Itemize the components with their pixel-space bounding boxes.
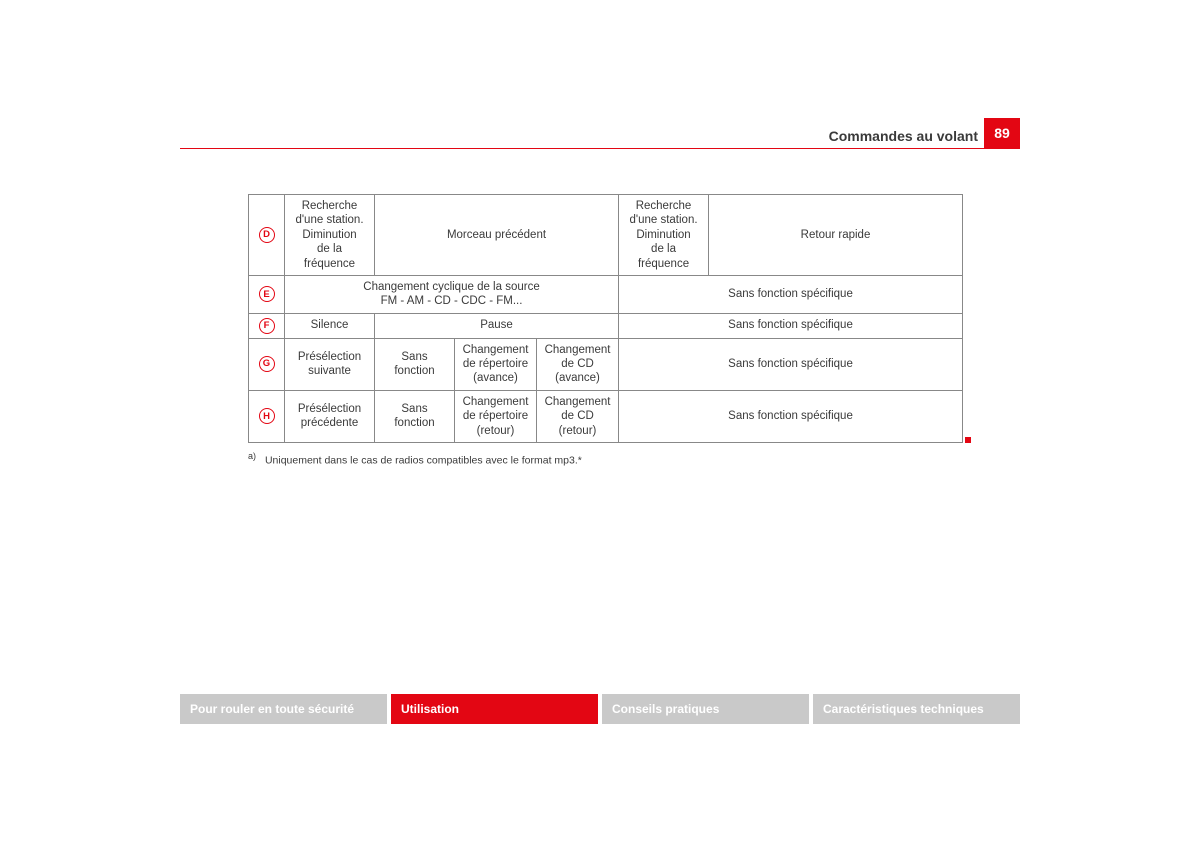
header-divider	[180, 148, 1020, 149]
controls-table: D Recherche d'une station. Diminutionde l…	[248, 194, 963, 443]
footer-tabs: Pour rouler en toute sécuritéUtilisation…	[180, 694, 1020, 724]
table-cell: Présélection précédente	[285, 390, 375, 442]
footer-tab[interactable]: Utilisation	[391, 694, 598, 724]
table-cell: Changement de CD(avance)	[537, 338, 619, 390]
table-cell: Sans fonction spécifique	[619, 390, 963, 442]
table-row: HPrésélection précédenteSans fonctionCha…	[249, 390, 963, 442]
table-cell: Silence	[285, 313, 375, 338]
table-cell: Présélection suivante	[285, 338, 375, 390]
table-cell: Pause	[375, 313, 619, 338]
row-letter-cell: G	[249, 338, 285, 390]
table-cell: Changement de répertoire(avance)	[455, 338, 537, 390]
row-letter-cell: E	[249, 275, 285, 313]
table-cell: Sans fonction spécifique	[619, 313, 963, 338]
table-cell: Sans fonction	[375, 390, 455, 442]
table-cell: Retour rapide	[709, 195, 963, 276]
row-letter-badge: E	[259, 286, 275, 302]
page-number: 89	[984, 118, 1020, 148]
footnote-text: Uniquement dans le cas de radios compati…	[265, 455, 582, 467]
footer-tab[interactable]: Conseils pratiques	[602, 694, 809, 724]
table-cell: Morceau précédent	[375, 195, 619, 276]
row-letter-cell: H	[249, 390, 285, 442]
table-cell: Changement de répertoire(retour)	[455, 390, 537, 442]
controls-table-wrapper: D Recherche d'une station. Diminutionde l…	[248, 194, 960, 443]
row-letter-badge: H	[259, 408, 275, 424]
footnote: a) Uniquement dans le cas de radios comp…	[248, 451, 582, 467]
row-letter-badge: F	[259, 318, 275, 334]
row-letter-badge: D	[259, 227, 275, 243]
table-cell: Sans fonction	[375, 338, 455, 390]
table-cell: Sans fonction spécifique	[619, 338, 963, 390]
table-cell: Sans fonction spécifique	[619, 275, 963, 313]
table-row: E Changement cyclique de la sourceFM - AM…	[249, 275, 963, 313]
table-cell: Changement cyclique de la sourceFM - AM …	[285, 275, 619, 313]
section-title: Commandes au volant	[829, 128, 978, 144]
footnote-marker: a)	[248, 451, 256, 461]
row-letter-cell: D	[249, 195, 285, 276]
table-cell: Changement de CD(retour)	[537, 390, 619, 442]
footer-tab[interactable]: Caractéristiques techniques	[813, 694, 1020, 724]
table-cell: Recherche d'une station. Diminutionde la…	[285, 195, 375, 276]
table-row: F SilencePauseSans fonction spécifique	[249, 313, 963, 338]
row-letter-badge: G	[259, 356, 275, 372]
end-marker-icon	[965, 437, 971, 443]
row-letter-cell: F	[249, 313, 285, 338]
footer-tab[interactable]: Pour rouler en toute sécurité	[180, 694, 387, 724]
table-row: GPrésélection suivanteSans fonctionChang…	[249, 338, 963, 390]
table-cell: Recherche d'une station. Diminutionde la…	[619, 195, 709, 276]
table-row: D Recherche d'une station. Diminutionde l…	[249, 195, 963, 276]
